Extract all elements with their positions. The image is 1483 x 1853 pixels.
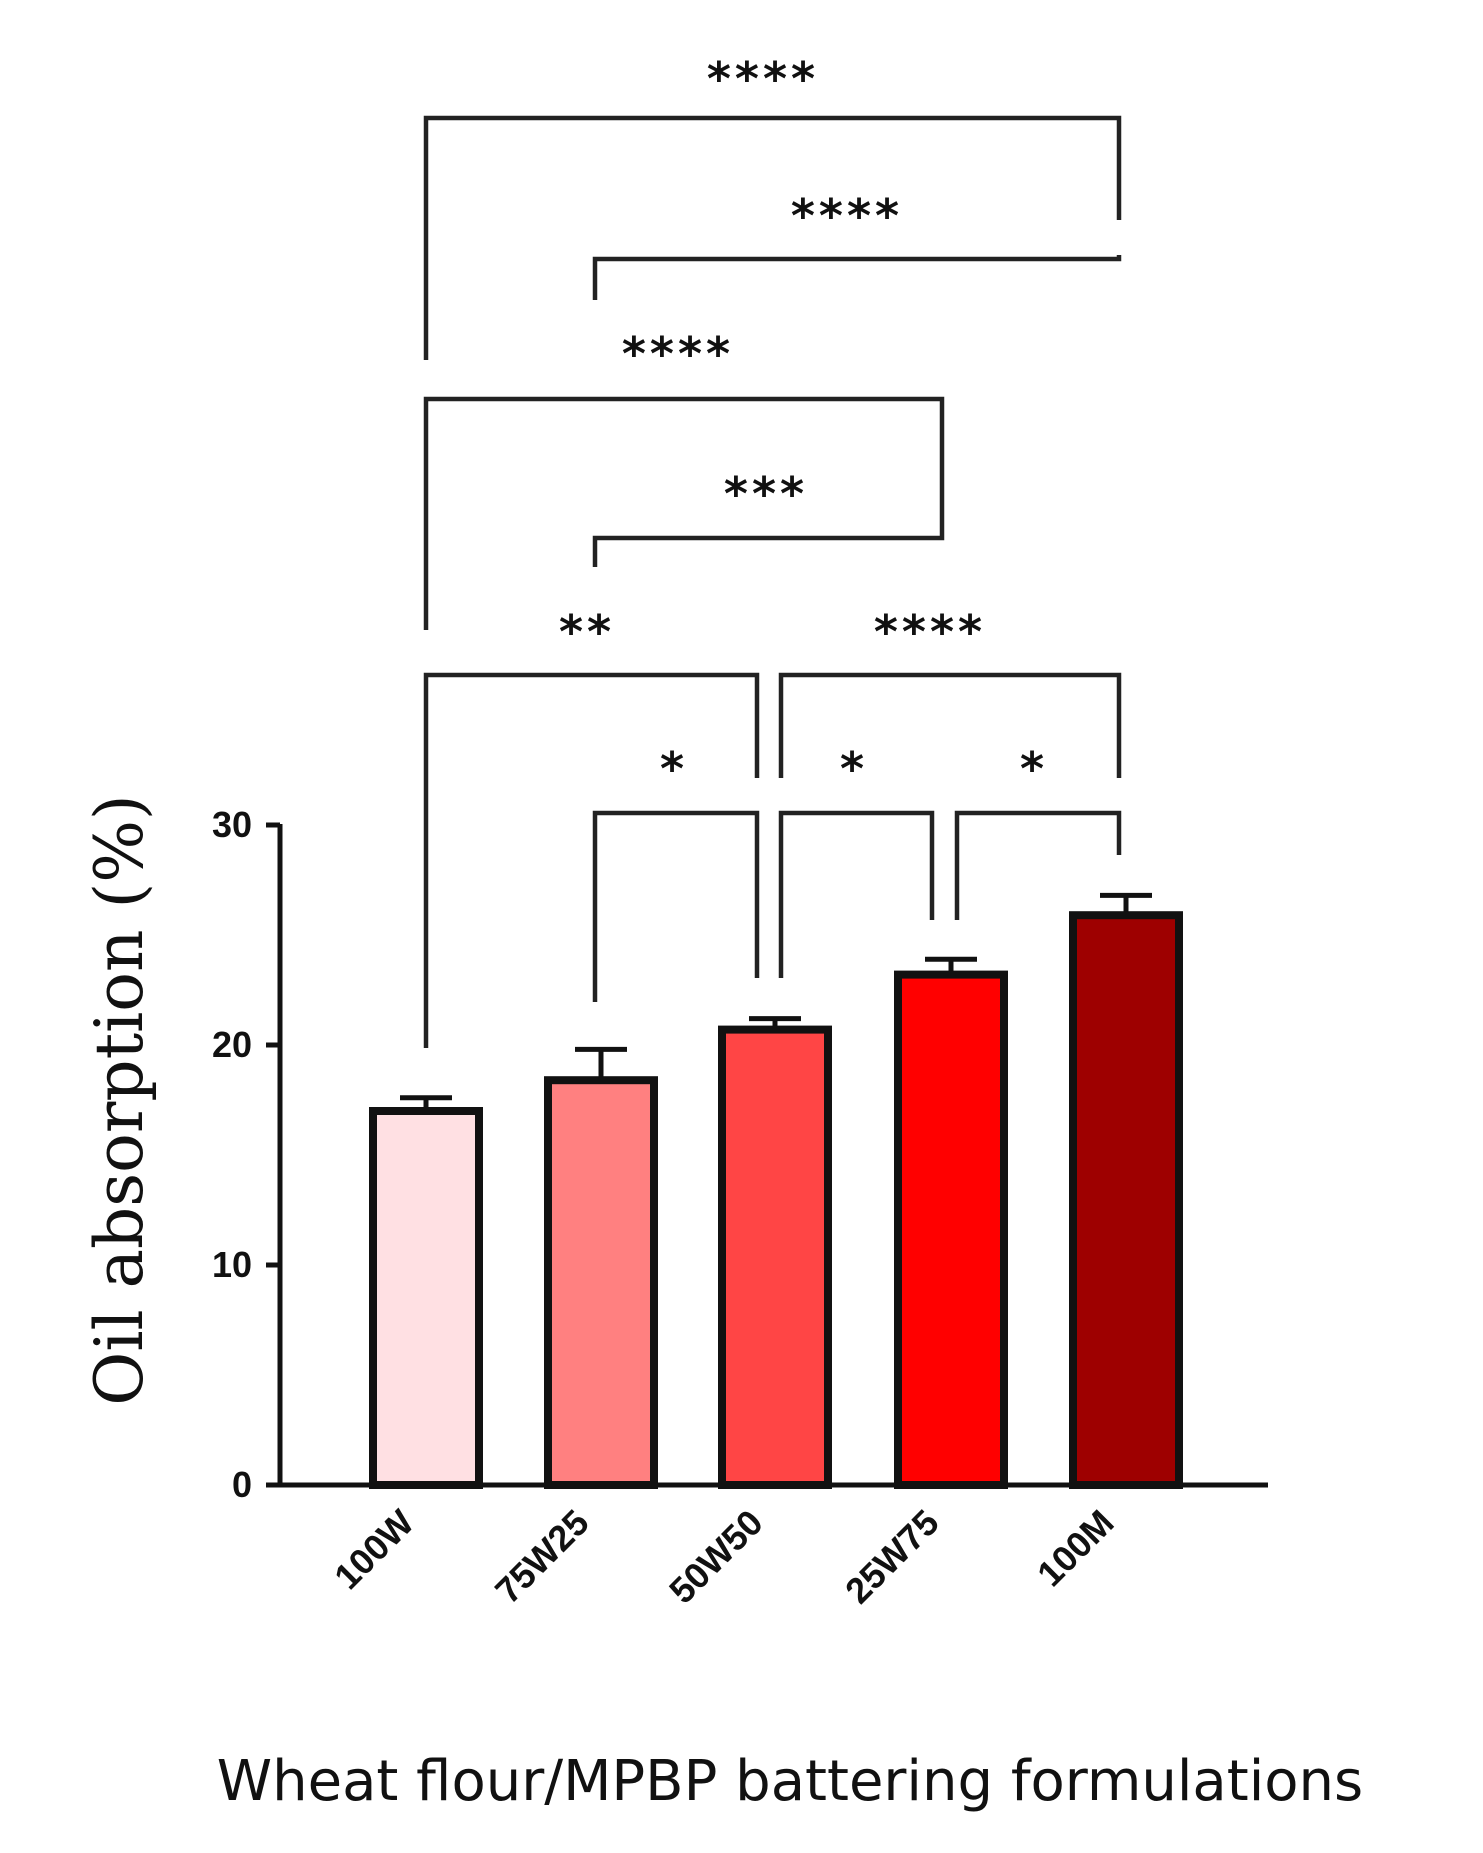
significance-bracket — [778, 810, 935, 978]
bar-75W25 — [544, 1076, 658, 1489]
significance-label: * — [660, 742, 688, 796]
significance-bracket — [954, 810, 1122, 920]
bar-100W — [369, 1107, 483, 1489]
bar-50W50 — [718, 1025, 832, 1489]
x-category-labels: 100W 75W25 50W50 25W75 100M — [326, 1502, 1121, 1612]
y-tick-label: 0 — [232, 1464, 252, 1505]
x-tick-label: 25W75 — [837, 1502, 947, 1612]
significance-label: * — [1020, 742, 1048, 796]
bars — [369, 892, 1183, 1489]
bar-100M — [1069, 911, 1183, 1489]
y-axis-label: Oil absorption (%) — [81, 794, 158, 1405]
significance-label: * — [840, 742, 868, 796]
y-ticks: 0 10 20 30 — [212, 804, 280, 1505]
y-tick-label: 10 — [212, 1244, 252, 1285]
significance-label: **** — [707, 52, 819, 106]
x-tick-label: 100M — [1029, 1502, 1122, 1595]
x-tick-label: 100W — [326, 1502, 422, 1598]
significance-bracket — [423, 396, 945, 630]
significance-label: **** — [791, 189, 903, 243]
significance-label: **** — [622, 327, 734, 381]
axes — [277, 824, 1268, 1488]
significance-bracket — [423, 115, 1122, 360]
x-tick-label: 50W50 — [661, 1502, 771, 1612]
significance-bracket — [778, 672, 1122, 778]
significance-bracket — [592, 810, 760, 1002]
x-tick-label: 75W25 — [487, 1502, 597, 1612]
x-axis-label: Wheat flour/MPBP battering formulations — [217, 1749, 1363, 1814]
significance-label: ** — [559, 605, 615, 659]
significance-bracket — [592, 500, 945, 567]
significance-label: *** — [724, 467, 808, 521]
bar-25W75 — [894, 970, 1008, 1489]
y-tick-label: 20 — [212, 1024, 252, 1065]
significance-label: **** — [874, 605, 986, 659]
significance-bracket — [423, 672, 760, 1048]
significance-brackets: ***************** ***** * * — [423, 52, 1122, 1048]
significance-bracket — [592, 255, 1122, 300]
y-tick-label: 30 — [212, 804, 252, 845]
